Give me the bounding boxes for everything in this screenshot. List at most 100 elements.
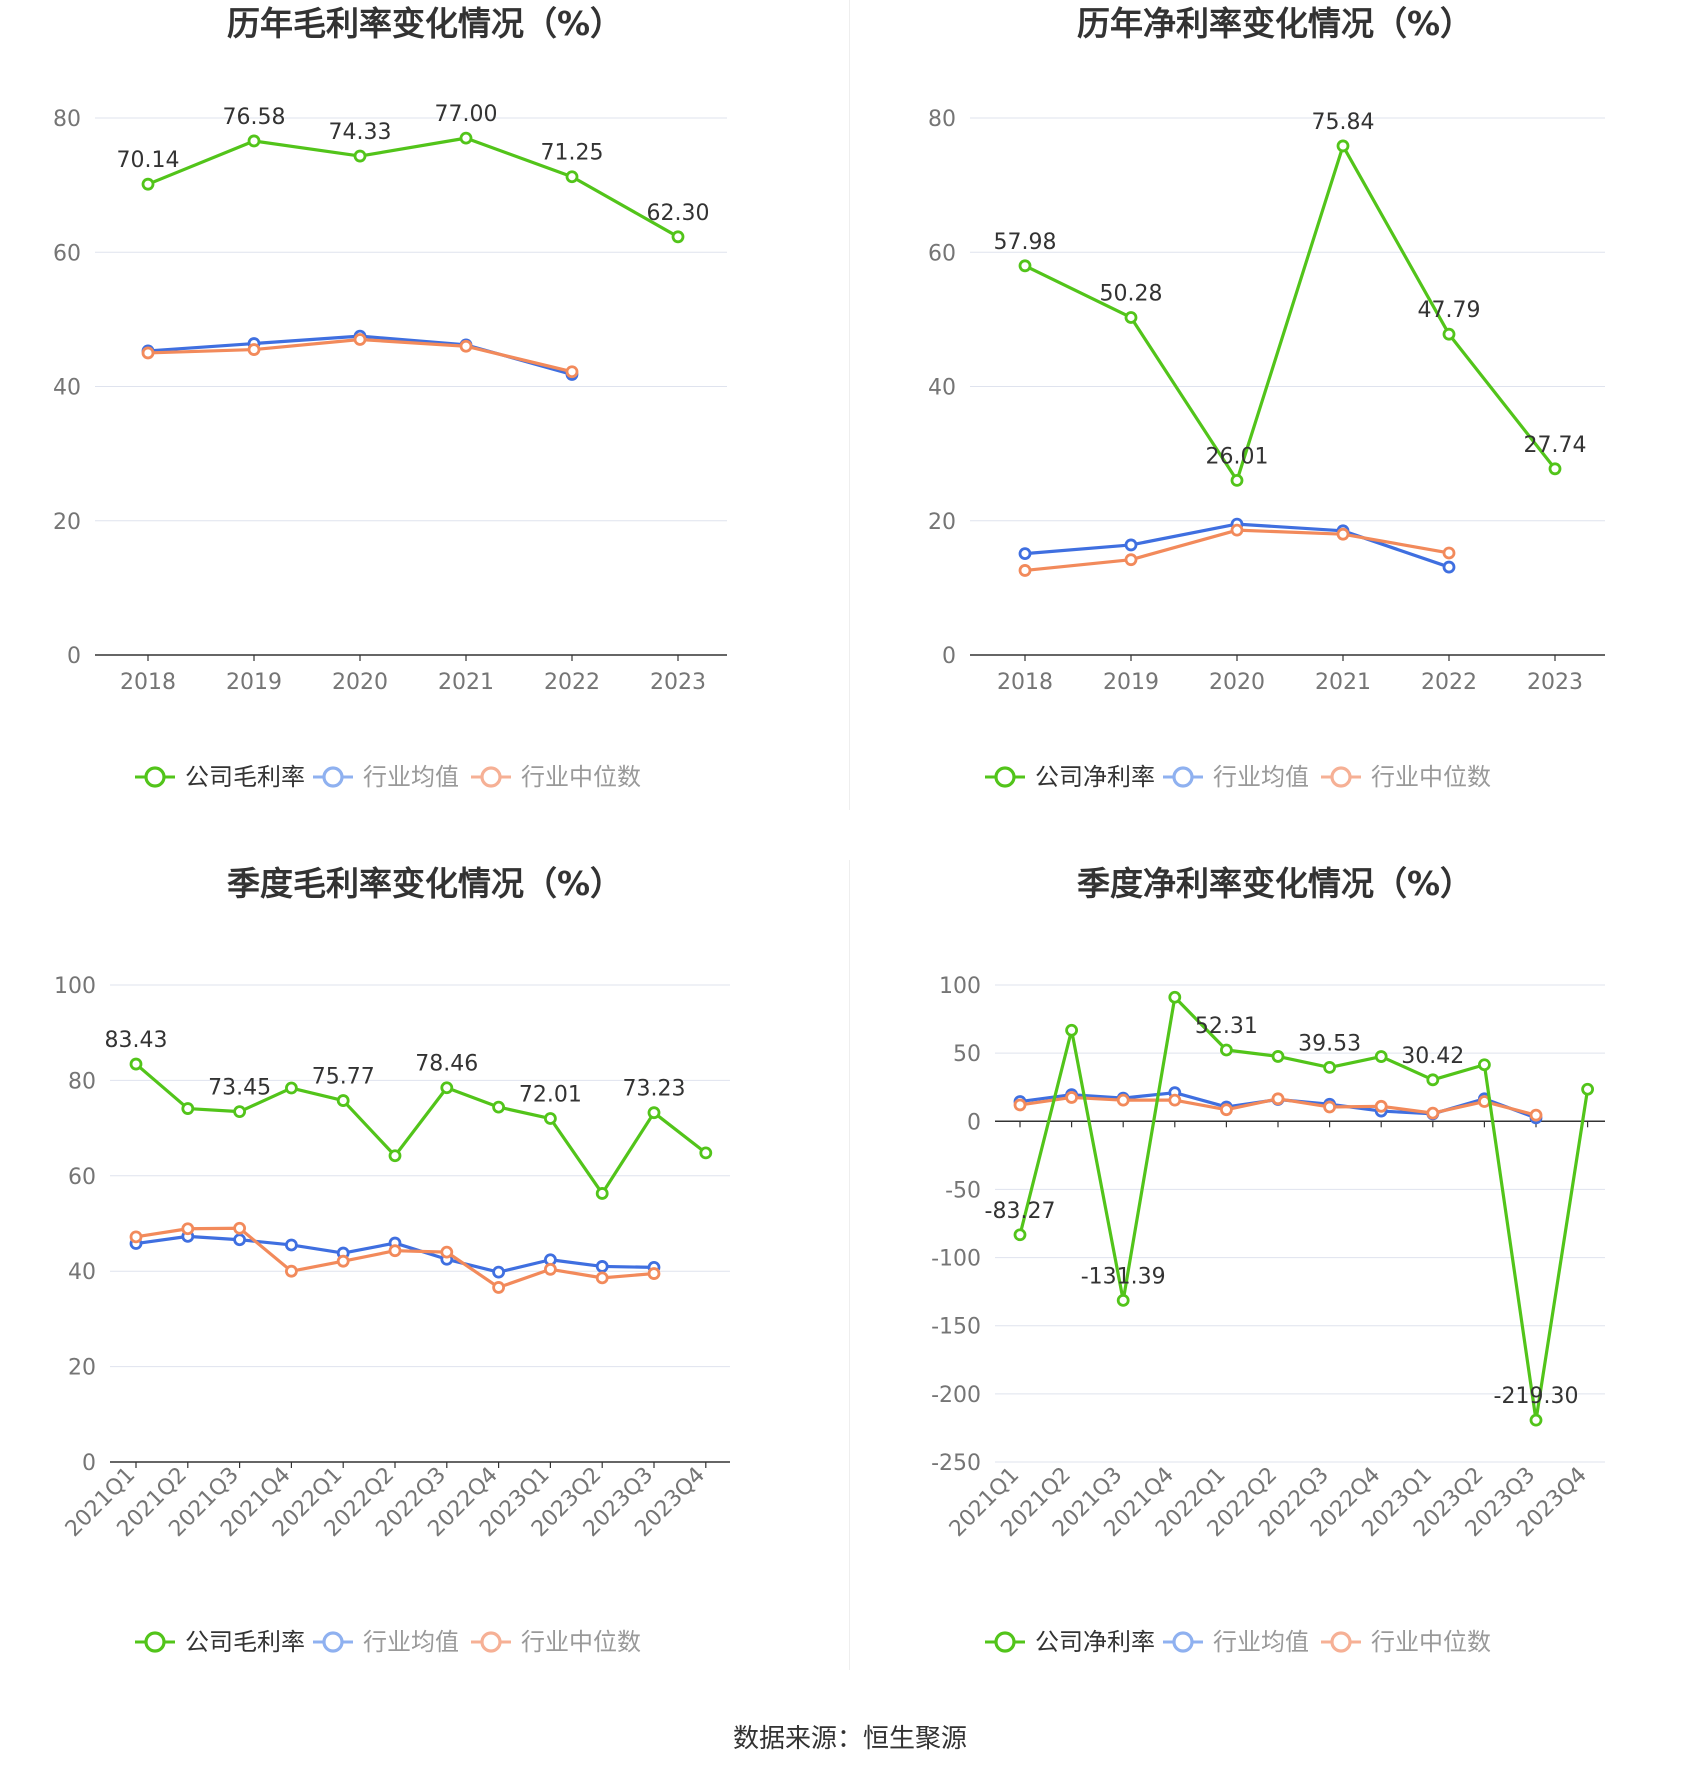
legend-label: 行业中位数 [1371,763,1491,791]
data-label: 72.01 [519,1083,582,1108]
industry-median-point [129,1230,143,1244]
top-divider [849,0,850,810]
industry-median-point [247,343,261,356]
company-point [1336,139,1350,153]
company-point [565,170,579,184]
legend-marker [144,766,166,788]
y-tick-label: -100 [931,1247,981,1272]
chart-svg: 历年净利率变化情况（%） 0 20 40 60 80 2018 2019 2020 2021 202… [928,4,1605,791]
data-label: 78.46 [415,1052,478,1077]
data-label: 26.01 [1206,444,1269,469]
company-point [1168,990,1182,1004]
x-tick-label: 2018 [120,670,176,695]
y-tick-label: 40 [68,1260,96,1285]
legend-label: 行业均值 [1213,763,1309,791]
chart-title: 历年毛利率变化情况（%） [227,4,623,43]
x-tick-label: 2021 [438,670,494,695]
y-tick-label: 0 [967,1110,981,1135]
company-point [699,1146,713,1160]
y-tick-label: -200 [931,1383,981,1408]
data-label: 83.43 [105,1028,168,1053]
industry-median-point [1116,1093,1130,1107]
legend-item-company: 公司毛利率 [135,763,305,791]
company-point [1529,1413,1543,1427]
legend-item-industry-avg: 行业均值 [1163,763,1309,791]
y-tick-label: -250 [931,1451,981,1476]
y-tick-label: 20 [68,1356,96,1381]
company-point [1124,311,1138,324]
industry-avg-point [492,1265,506,1279]
legend-label: 行业均值 [1213,1628,1309,1656]
industry-median-point [1018,564,1032,577]
company-point [1271,1050,1285,1063]
industry-avg-point [1018,547,1032,561]
company-point [1230,474,1244,487]
legend-marker [1330,766,1352,788]
company-line [147,136,679,239]
data-label: 74.33 [329,120,392,145]
industry-median-point [1426,1106,1440,1120]
y-tick-label: 60 [928,241,956,266]
data-label: -83.27 [985,1199,1056,1224]
y-tick-label: -50 [945,1178,981,1203]
company-line [134,1062,707,1196]
y-tick-label: 80 [53,107,81,132]
industry-avg-point [1124,538,1138,552]
x-tick-label: 2022 [544,670,600,695]
legend-item-company: 公司净利率 [985,1628,1155,1656]
data-label: 75.77 [312,1065,375,1090]
data-label: 75.84 [1312,110,1375,135]
chart-svg: 季度毛利率变化情况（%）0204060801002021Q12021Q22021… [54,864,730,1656]
company-point [353,149,367,163]
data-source: 数据来源：恒生聚源 [732,1724,967,1754]
industry-median-point [647,1267,661,1280]
x-tick-label: 2020 [1209,670,1265,695]
legend-item-industry-median: 行业中位数 [471,1628,641,1656]
data-label: 73.45 [208,1076,271,1101]
legend-marker [322,766,344,788]
data-label: 76.58 [223,105,286,130]
company-point [1581,1082,1594,1096]
company-point [141,177,155,191]
legend-item-industry-median: 行业中位数 [471,763,641,791]
company-point [1374,1050,1388,1063]
legend-marker [1330,1631,1352,1653]
data-label: 47.79 [1418,298,1481,323]
company-point [671,230,685,244]
quarterly-gross-margin-chart: 季度毛利率变化情况（%） 0 20 40 60 80 100 2021Q1 2021Q2 2021… [0,860,850,1720]
chart-title: 季度毛利率变化情况（%） [227,864,623,903]
company-point [129,1057,143,1071]
industry-median-point [1168,1093,1182,1107]
industry-median-point [1442,546,1456,560]
legend-marker [480,766,502,788]
company-point [247,134,261,148]
x-tick-label: 2023 [650,670,706,695]
y-tick-label: 60 [68,1165,96,1190]
legend-item-industry-avg: 行业均值 [313,1628,459,1656]
legend-item-industry-avg: 行业均值 [1163,1628,1309,1656]
industry-median-point [336,1254,350,1268]
y-tick-label: 0 [942,644,956,669]
legend-item-industry-avg: 行业均值 [313,763,459,791]
bottom-divider [849,860,850,1670]
company-line [1024,144,1557,483]
industry-median-point [1013,1098,1027,1112]
company-point [181,1102,195,1115]
company-point [1013,1228,1027,1242]
x-tick-label: 2020 [332,670,388,695]
legend-marker [994,1631,1016,1653]
industry-median-point [1219,1103,1233,1117]
industry-median-point [1336,527,1350,541]
company-point [440,1081,454,1095]
legend-label: 行业中位数 [521,1628,641,1656]
company-line [1018,995,1590,1422]
x-tick-label: 2019 [1103,670,1159,695]
data-label: 77.00 [435,102,498,127]
y-tick-label: 20 [928,510,956,535]
annual-net-margin-chart: 历年净利率变化情况（%） 0 20 40 60 80 2018 2019 2020 2021 202… [850,0,1700,860]
data-label: 27.74 [1524,433,1587,458]
y-tick-label: 40 [53,376,81,401]
legend-marker [1172,1631,1194,1653]
company-point [233,1105,247,1119]
industry-median-point [440,1245,454,1259]
